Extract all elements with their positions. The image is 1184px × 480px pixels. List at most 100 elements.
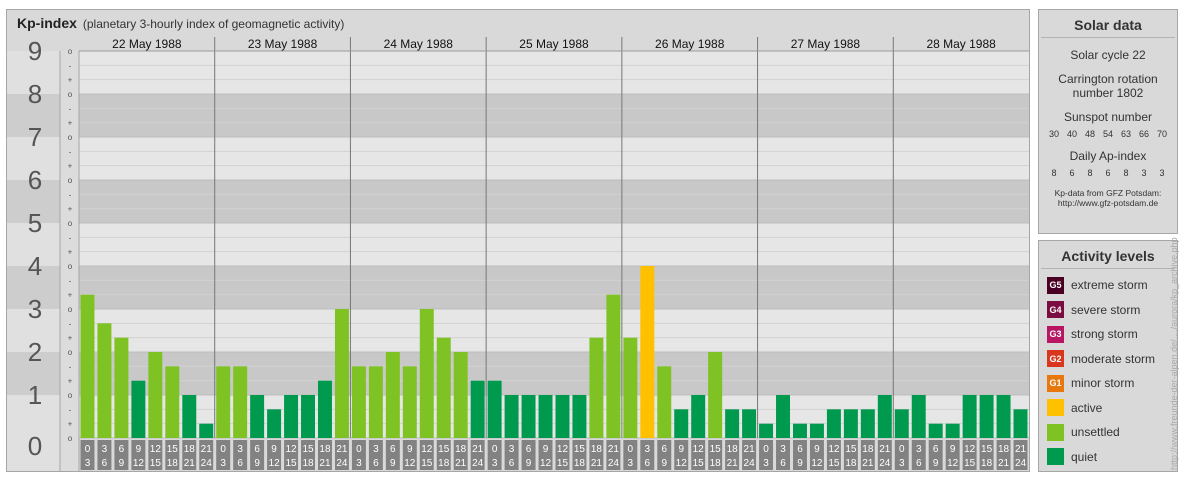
sunspot-label: Sunspot number	[1063, 110, 1153, 124]
interval-cell	[351, 440, 366, 470]
interval-cell	[708, 440, 723, 470]
interval-end-label: 24	[336, 458, 348, 469]
interval-cell	[419, 440, 434, 470]
legend-item-unsettled: unsettled	[1039, 420, 1177, 445]
sunspot-value-2: 48	[1084, 129, 1095, 139]
interval-cell	[114, 440, 129, 470]
minor-tick-label: o	[68, 90, 73, 99]
y-tick-label: 3	[28, 294, 42, 324]
interval-cell	[301, 440, 315, 470]
interval-end-label: 18	[710, 458, 722, 469]
kp-bar	[267, 409, 282, 438]
interval-end-label: 9	[933, 458, 939, 469]
source-link[interactable]: http://www.gfz-potsdam.de	[1057, 198, 1159, 208]
interval-cell	[131, 440, 146, 470]
y-tick-label: 8	[28, 79, 42, 109]
legend-label: extreme storm	[1071, 278, 1148, 293]
interval-cell	[436, 440, 451, 470]
day-label: 27 May 1988	[791, 37, 861, 51]
watermark-url: http://www.freunde-der-alpen.de/..../aur…	[1169, 237, 1179, 470]
interval-start-label: 18	[591, 444, 603, 455]
band-8	[79, 51, 1029, 94]
interval-start-label: 0	[763, 444, 769, 455]
band-6	[79, 137, 1029, 180]
interval-start-label: 18	[862, 444, 874, 455]
interval-end-label: 6	[645, 458, 651, 469]
interval-cell	[589, 440, 604, 470]
legend-item-quiet: quiet	[1039, 445, 1177, 470]
band-3	[79, 266, 1029, 309]
interval-start-label: 15	[574, 444, 586, 455]
kp-bar	[538, 395, 553, 438]
ap-value-5: 3	[1141, 168, 1147, 178]
interval-start-label: 21	[744, 444, 756, 455]
legend-label: severe storm	[1071, 302, 1141, 317]
ap-value-3: 6	[1105, 168, 1111, 178]
activity-legend: G5 extreme storm G4 severe storm G3 strong st…	[1039, 269, 1177, 469]
day-label: 28 May 1988	[926, 37, 996, 51]
interval-end-label: 15	[828, 458, 840, 469]
interval-end-label: 24	[201, 458, 213, 469]
interval-start-label: 9	[136, 444, 142, 455]
interval-start-label: 3	[373, 444, 379, 455]
interval-start-label: 15	[981, 444, 993, 455]
interval-end-label: 6	[102, 458, 108, 469]
interval-cell	[199, 440, 214, 470]
interval-start-label: 21	[1015, 444, 1027, 455]
interval-end-label: 9	[797, 458, 803, 469]
legend-item-strong-storm: G3 strong storm	[1039, 322, 1177, 347]
interval-start-label: 21	[608, 444, 620, 455]
interval-start-label: 21	[472, 444, 484, 455]
legend-item-extreme-storm: G5 extreme storm	[1039, 273, 1177, 298]
interval-cell	[521, 440, 536, 470]
kp-bar	[453, 352, 468, 438]
legend-swatch: G3	[1047, 325, 1064, 343]
interval-start-label: 12	[828, 444, 840, 455]
interval-start-label: 21	[201, 444, 213, 455]
interval-end-label: 3	[628, 458, 634, 469]
interval-start-label: 18	[727, 444, 739, 455]
legend-item-severe-storm: G4 severe storm	[1039, 298, 1177, 323]
interval-start-label: 12	[693, 444, 705, 455]
kp-bar	[250, 395, 265, 438]
kp-bar	[843, 409, 858, 438]
interval-start-label: 0	[492, 444, 498, 455]
band-axis-4	[7, 223, 60, 266]
kp-bar	[487, 380, 502, 438]
interval-end-label: 18	[845, 458, 857, 469]
minor-tick-label: o	[68, 133, 73, 142]
minor-tick-label: +	[68, 420, 73, 429]
interval-end-label: 9	[390, 458, 396, 469]
kp-bar	[504, 395, 519, 438]
interval-end-label: 21	[184, 458, 196, 469]
interval-end-label: 15	[557, 458, 569, 469]
legend-label: minor storm	[1071, 376, 1135, 391]
interval-cell	[267, 440, 282, 470]
interval-cell	[487, 440, 502, 470]
kp-bar	[165, 366, 180, 438]
interval-start-label: 15	[302, 444, 314, 455]
interval-cell	[165, 440, 180, 470]
band-5	[79, 180, 1029, 223]
carrington-line1: Carrington rotation	[1058, 72, 1158, 86]
y-tick-label: 4	[28, 251, 42, 281]
interval-end-label: 12	[676, 458, 688, 469]
interval-cell	[776, 440, 790, 470]
kp-bar	[911, 395, 926, 438]
interval-cell	[911, 440, 926, 470]
interval-cell	[504, 440, 519, 470]
interval-start-label: 0	[85, 444, 91, 455]
solar-data-heading: Solar data	[1041, 10, 1175, 38]
interval-end-label: 3	[220, 458, 226, 469]
band-axis-0	[7, 395, 60, 438]
kp-bar	[979, 395, 994, 438]
interval-cell	[843, 440, 858, 470]
interval-cell	[385, 440, 400, 470]
interval-start-label: 12	[285, 444, 297, 455]
minor-tick-label: -	[69, 319, 72, 328]
interval-start-label: 15	[710, 444, 722, 455]
interval-cell	[962, 440, 977, 470]
interval-start-label: 18	[455, 444, 467, 455]
kp-bar	[589, 337, 604, 438]
activity-levels-heading: Activity levels	[1041, 241, 1175, 269]
